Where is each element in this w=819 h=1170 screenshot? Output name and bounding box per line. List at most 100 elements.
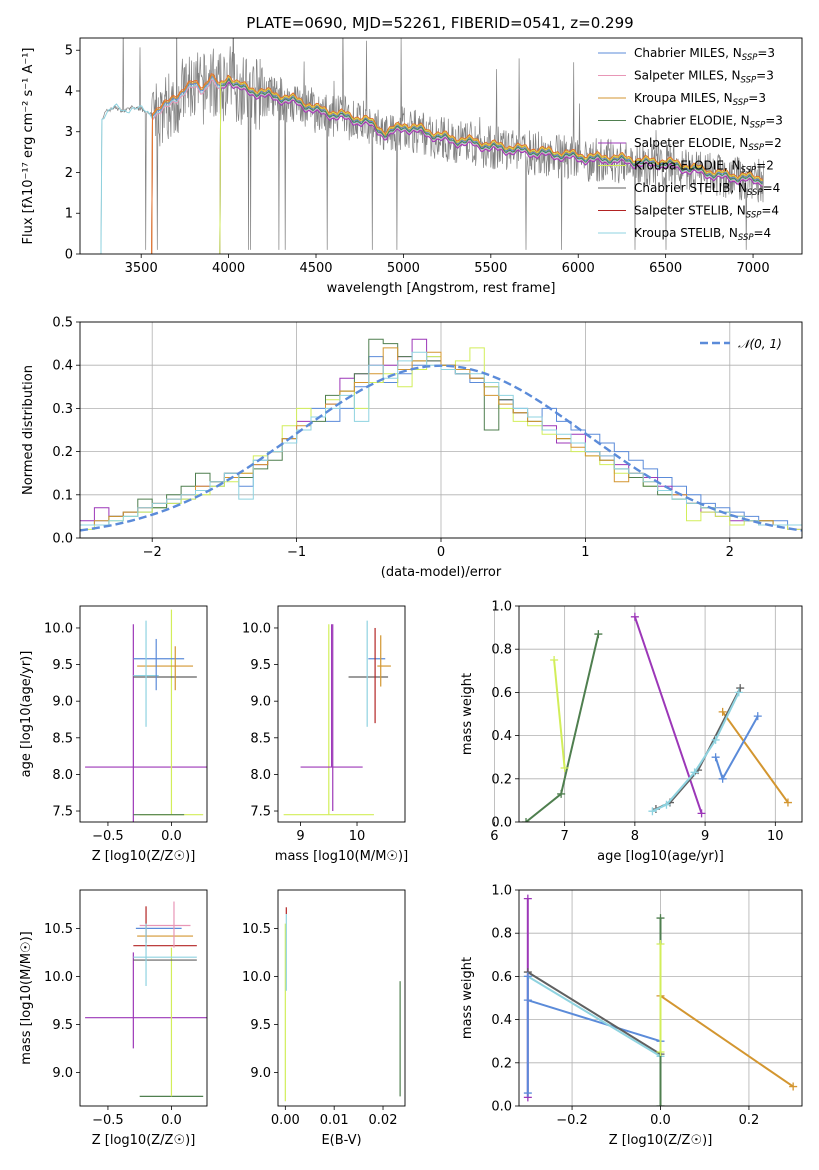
- plot-area: [283, 620, 391, 816]
- legend-entry: Chabrier MILES, NSSP=3: [634, 46, 775, 63]
- x-axis-label: Z [log10(Z/Z☉)]: [92, 1133, 196, 1148]
- x-tick-label: 3500: [125, 261, 158, 276]
- legend-entry: Salpeter ELODIE, NSSP=2: [634, 136, 782, 153]
- legend-entry: 𝒩(0, 1): [738, 337, 782, 351]
- model-salpeter-elodie: [219, 81, 763, 254]
- y-tick-label: 9.0: [250, 1066, 271, 1081]
- legend-entry: Kroupa STELIB, NSSP=4: [634, 226, 771, 243]
- panel-mass_vs_Z: −0.5 0.0 9.0 9.5 10.0 10.5 Z [log10(Z/Z☉)] mass…: [19, 889, 208, 1148]
- x-axis-label: E(B-V): [321, 1133, 361, 1148]
- y-tick-label: 0.2: [491, 772, 512, 787]
- y-tick-label: 10.5: [242, 922, 271, 937]
- plot-area: [80, 338, 802, 532]
- legend-sub: SSP: [742, 53, 758, 63]
- weight-point: [753, 712, 762, 721]
- y-tick-label: 1.0: [491, 884, 512, 899]
- y-tick-label: 9.5: [250, 1018, 271, 1033]
- x-tick-label: 0.0: [650, 1113, 671, 1128]
- x-axis-label: mass [log10(M/M☉)]: [275, 849, 408, 864]
- plot-area: [522, 612, 792, 822]
- x-tick-label: 0.0: [161, 829, 182, 844]
- weight-point: [783, 798, 792, 807]
- legend-sub: SSP: [750, 121, 766, 131]
- y-tick-label: 8.5: [250, 731, 271, 746]
- model-kroupa-miles: [151, 74, 764, 254]
- y-tick-label: 0.2: [52, 445, 73, 460]
- y-tick-label: 0.2: [491, 1056, 512, 1071]
- y-tick-label: 9.0: [250, 695, 271, 710]
- y-tick-label: 0.4: [491, 1013, 512, 1028]
- legend-sub: SSP: [746, 211, 762, 221]
- y-tick-label: 0.3: [52, 402, 73, 417]
- x-tick-label: 9: [296, 829, 304, 844]
- y-tick-label: 7.5: [250, 805, 271, 820]
- y-tick-label: 0.4: [52, 359, 73, 374]
- weight-point: [523, 972, 532, 981]
- legend-tail: =4: [761, 204, 779, 218]
- plot-area: [284, 907, 401, 1102]
- x-axis-label: Z [log10(Z/Z☉)]: [92, 849, 196, 864]
- x-tick-label: 5000: [387, 261, 420, 276]
- legend-tail: =2: [756, 159, 774, 173]
- y-tick-label: 9.5: [250, 658, 271, 673]
- observed-spectrum: [100, 38, 764, 254]
- weight-point: [734, 688, 743, 697]
- weight-point: [736, 684, 745, 693]
- panel-residuals: −2 −1 0 1 2 0.0 0.1 0.2 0.3 0.4 0.5 (data-model)/er…: [21, 316, 803, 580]
- weight-line: [659, 994, 794, 1088]
- axes-frame: [79, 37, 803, 255]
- weight-point: [557, 789, 566, 798]
- y-tick-label: 10.0: [242, 621, 271, 636]
- y-tick-label: 0.0: [52, 532, 73, 547]
- x-tick-label: −2: [143, 545, 162, 560]
- legend-entry: Salpeter MILES, NSSP=3: [634, 69, 774, 86]
- x-tick-label: 0: [437, 545, 445, 560]
- legend-entry: Kroupa ELODIE, NSSP=2: [634, 159, 774, 176]
- weight-line: [633, 616, 703, 814]
- y-tick-label: 0.4: [491, 729, 512, 744]
- axes-frame: [79, 321, 803, 539]
- model-chabrier-miles: [151, 75, 763, 254]
- y-tick-label: 0.8: [491, 643, 512, 658]
- y-tick-label: 8.5: [52, 731, 73, 746]
- weight-line: [527, 975, 662, 1058]
- weight-line: [553, 659, 566, 769]
- legend-text: Chabrier ELODIE, N: [634, 114, 750, 128]
- y-tick-label: 1.0: [491, 600, 512, 615]
- plot-area: [85, 901, 207, 1098]
- y-tick-label: 0: [65, 248, 73, 263]
- x-tick-label: 8: [631, 829, 639, 844]
- legend-text: Kroupa MILES, N: [634, 91, 733, 105]
- x-axis-label: (data-model)/error: [381, 565, 502, 580]
- x-tick-label: −0.5: [92, 1113, 124, 1128]
- y-tick-label: 8.0: [52, 768, 73, 783]
- legend-entry: Chabrier STELIB, NSSP=4: [634, 181, 780, 198]
- y-tick-label: 2: [65, 166, 73, 181]
- x-tick-label: −1: [287, 545, 306, 560]
- legend-text: Salpeter STELIB, N: [634, 204, 746, 218]
- figure-title: PLATE=0690, MJD=52261, FIBERID=0541, z=0…: [246, 14, 633, 32]
- legend-entry: Kroupa MILES, NSSP=3: [634, 91, 766, 108]
- weight-point: [789, 1082, 798, 1091]
- x-tick-label: 7: [561, 829, 569, 844]
- x-tick-label: 5500: [474, 261, 507, 276]
- x-tick-label: 0.00: [271, 1113, 300, 1128]
- x-tick-label: 9: [701, 829, 709, 844]
- x-tick-label: 0.2: [739, 1113, 760, 1128]
- axes-frame: [277, 889, 406, 1107]
- spectrum-legend: Chabrier MILES, NSSP=3 Salpeter MILES, NS…: [598, 46, 783, 243]
- x-tick-label: 6000: [562, 261, 595, 276]
- legend-sub: SSP: [741, 76, 757, 86]
- panel-weight_vs_Z: −0.2 0.0 0.2 0.0 0.2 0.4 0.6 0.8 1.0 Z [log10(Z/Z…: [460, 884, 803, 1148]
- legend-entry: Salpeter STELIB, NSSP=4: [634, 204, 779, 221]
- y-tick-label: 10.5: [44, 922, 73, 937]
- y-axis-label: mass weight: [460, 673, 475, 755]
- y-tick-label: 4: [65, 84, 73, 99]
- x-tick-label: 4500: [299, 261, 332, 276]
- weight-point: [718, 707, 727, 716]
- y-tick-label: 9.5: [52, 658, 73, 673]
- legend-sub: SSP: [747, 188, 763, 198]
- x-tick-label: 10: [767, 829, 784, 844]
- x-tick-label: −0.5: [92, 829, 124, 844]
